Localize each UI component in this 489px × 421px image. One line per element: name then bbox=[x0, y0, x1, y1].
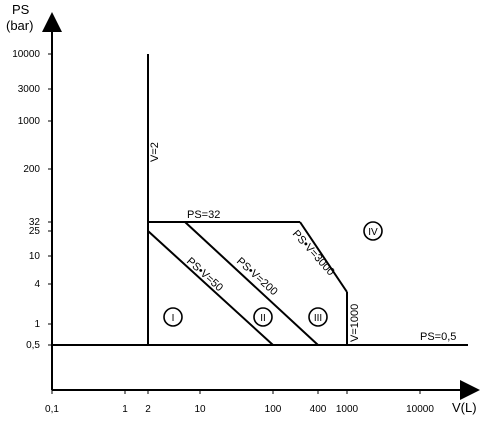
category-circle bbox=[363, 221, 383, 241]
y-tick-label: 1000 bbox=[18, 116, 41, 127]
x-tick-label: 400 bbox=[310, 404, 327, 415]
y-tick-label: 4 bbox=[34, 279, 40, 290]
x-axis-title: V(L) bbox=[452, 400, 477, 415]
boundary-psv3000 bbox=[299, 221, 348, 293]
y-axis-unit: (bar) bbox=[6, 18, 33, 33]
y-tick-label: 3000 bbox=[18, 84, 41, 95]
category-4: IV bbox=[363, 221, 383, 241]
x-tick-label: 0,1 bbox=[45, 404, 59, 415]
category-label: IV bbox=[368, 227, 378, 238]
y-tick-label: 25 bbox=[29, 226, 41, 237]
category-circle bbox=[308, 307, 328, 327]
y-tick-label: 200 bbox=[23, 164, 40, 175]
category-label: III bbox=[314, 313, 322, 324]
x-tick-label: 10000 bbox=[406, 404, 434, 415]
y-ticks: 10000 3000 1000 200 32 25 10 4 1 0,5 bbox=[12, 49, 52, 351]
label-psv3000: PS•V=3000 bbox=[290, 228, 337, 278]
label-psv50: PS•V=50 bbox=[184, 255, 225, 294]
category-1: I bbox=[163, 307, 183, 327]
y-axis-title: PS bbox=[12, 2, 30, 17]
y-tick-label: 10000 bbox=[12, 49, 40, 60]
label-v1000: V=1000 bbox=[349, 304, 361, 342]
y-tick-label: 32 bbox=[29, 217, 41, 228]
category-label: I bbox=[172, 313, 175, 324]
x-tick-label: 1000 bbox=[336, 404, 359, 415]
label-psv200: PS•V=200 bbox=[234, 255, 280, 298]
label-ps05: PS=0,5 bbox=[420, 331, 456, 343]
y-tick-label: 10 bbox=[29, 251, 41, 262]
label-ps32: PS=32 bbox=[187, 209, 220, 221]
category-3: III bbox=[308, 307, 328, 327]
y-tick-label: 0,5 bbox=[26, 340, 40, 351]
category-circle bbox=[253, 307, 273, 327]
y-tick-label: 1 bbox=[34, 319, 40, 330]
x-ticks: 0,1 1 2 10 100 400 1000 10000 bbox=[45, 390, 434, 415]
category-2: II bbox=[253, 307, 273, 327]
category-label: II bbox=[260, 313, 266, 324]
x-tick-label: 2 bbox=[145, 404, 151, 415]
boundary-psv50 bbox=[147, 230, 274, 346]
x-tick-label: 10 bbox=[194, 404, 206, 415]
x-tick-label: 100 bbox=[265, 404, 282, 415]
boundary-psv200 bbox=[184, 221, 319, 346]
x-tick-label: 1 bbox=[122, 404, 128, 415]
category-circle bbox=[163, 307, 183, 327]
label-v2: V=2 bbox=[149, 142, 161, 162]
